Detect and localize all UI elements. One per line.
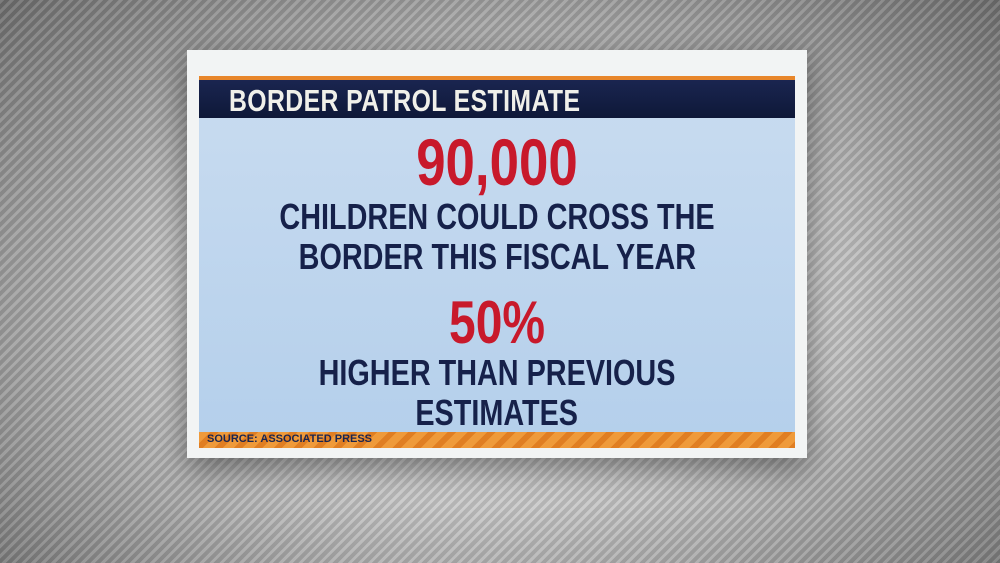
graphic-card: BORDER PATROL ESTIMATE 90,000 CHILDREN C…	[187, 50, 807, 458]
header-title: BORDER PATROL ESTIMATE	[229, 83, 581, 118]
fact-line: HIGHER THAN PREVIOUS	[318, 352, 676, 393]
card-body: BORDER PATROL ESTIMATE 90,000 CHILDREN C…	[199, 76, 795, 448]
source: SOURCE: ASSOCIATED PRESS	[207, 433, 373, 445]
figure: 50%	[448, 289, 546, 356]
accent-line	[199, 76, 795, 80]
fact-line: BORDER THIS FISCAL YEAR	[298, 236, 696, 277]
figure: 90,000	[416, 125, 578, 199]
fact-line: CHILDREN COULD CROSS THE	[279, 196, 715, 237]
fact-line: ESTIMATES	[415, 392, 579, 433]
source-bar: SOURCE: ASSOCIATED PRESS	[199, 432, 795, 448]
header-bar: BORDER PATROL ESTIMATE	[199, 80, 795, 118]
